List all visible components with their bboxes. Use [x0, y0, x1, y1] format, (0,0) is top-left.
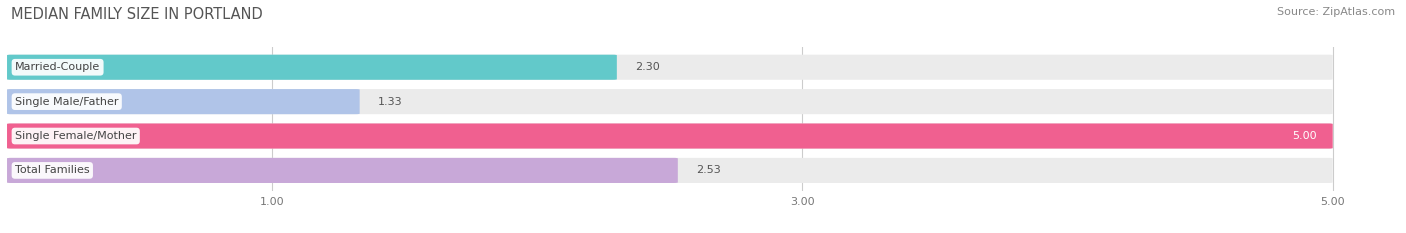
FancyBboxPatch shape: [7, 89, 360, 114]
FancyBboxPatch shape: [7, 123, 1333, 149]
FancyBboxPatch shape: [7, 123, 1333, 149]
Text: 2.53: 2.53: [696, 165, 721, 175]
Text: Single Female/Mother: Single Female/Mother: [15, 131, 136, 141]
Text: 5.00: 5.00: [1292, 131, 1317, 141]
Text: 1.33: 1.33: [378, 97, 404, 107]
Text: Single Male/Father: Single Male/Father: [15, 97, 118, 107]
Text: Total Families: Total Families: [15, 165, 90, 175]
FancyBboxPatch shape: [7, 158, 1333, 183]
Text: 2.30: 2.30: [636, 62, 661, 72]
Text: Married-Couple: Married-Couple: [15, 62, 100, 72]
FancyBboxPatch shape: [7, 158, 678, 183]
Text: MEDIAN FAMILY SIZE IN PORTLAND: MEDIAN FAMILY SIZE IN PORTLAND: [11, 7, 263, 22]
FancyBboxPatch shape: [7, 89, 1333, 114]
Text: Source: ZipAtlas.com: Source: ZipAtlas.com: [1277, 7, 1395, 17]
FancyBboxPatch shape: [7, 55, 1333, 80]
FancyBboxPatch shape: [7, 55, 617, 80]
